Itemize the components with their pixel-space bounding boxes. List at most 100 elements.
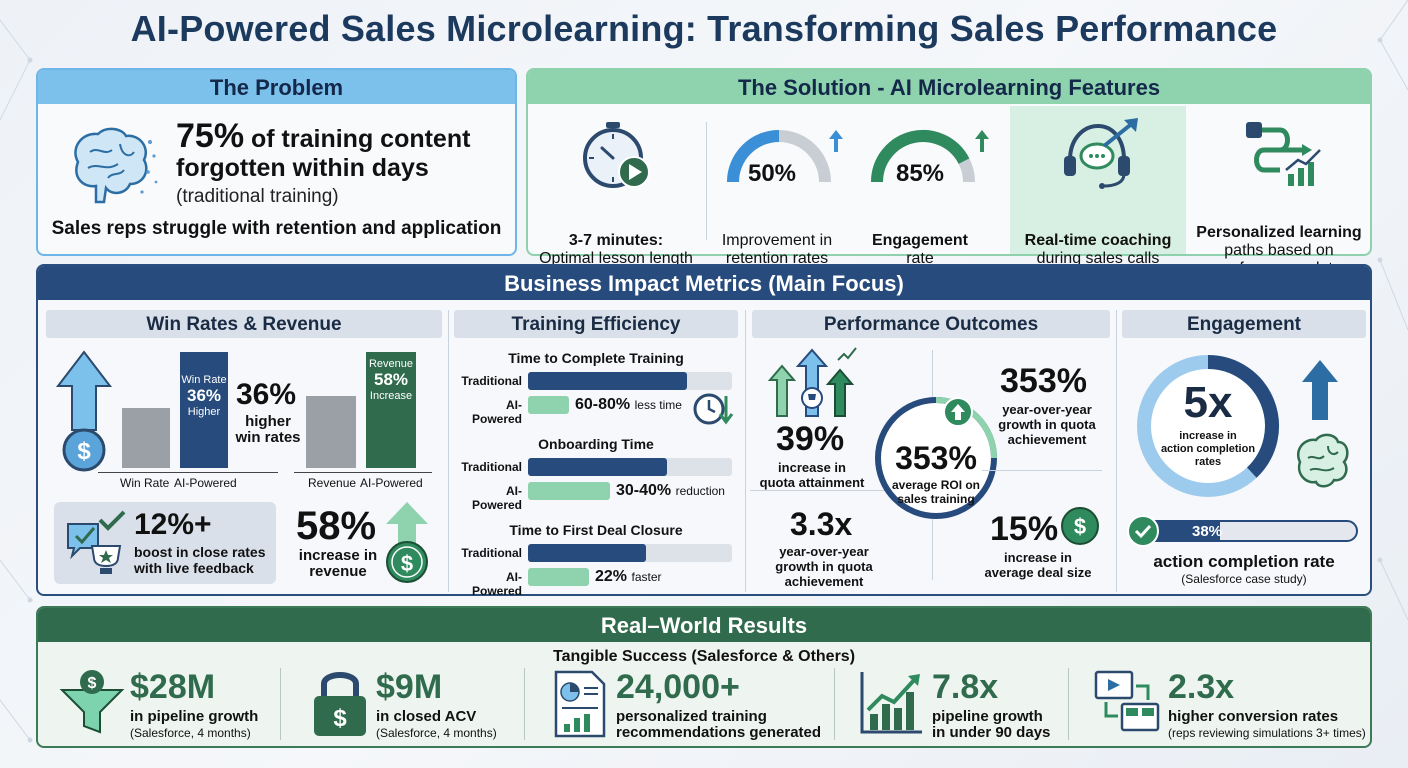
lock-dollar-icon: $: [314, 672, 366, 736]
rev-bar-label-2: AI-Powered: [360, 476, 423, 490]
growth-text-1: year-over-year: [779, 544, 869, 559]
training-group-title: Time to Complete Training: [508, 350, 684, 366]
training-traditional-bar: [528, 544, 647, 562]
training-traditional-label: Traditional: [461, 546, 522, 560]
training-group-title: Onboarding Time: [538, 436, 654, 452]
problem-header: The Problem: [38, 70, 515, 104]
brain-icon: [74, 127, 158, 204]
up-arrow-icon: [829, 130, 843, 152]
real-item-line1: in closed ACV: [376, 708, 477, 725]
feature-coaching: Real-time coaching during sales calls: [1010, 106, 1186, 267]
win-ai-tag-1: Win Rate: [181, 374, 227, 386]
engagement-label-1: Engagement: [871, 232, 968, 249]
brain-up-arrow-icon: [1297, 360, 1349, 488]
completion-label: action completion rate: [1153, 552, 1335, 571]
growth-text-2: growth in quota: [775, 559, 873, 574]
svg-text:$: $: [77, 438, 91, 465]
lesson-length-bold: 3-7 minutes:: [568, 232, 664, 249]
rev-ai-tag-3: Increase: [369, 390, 413, 402]
training-ai-bar: [528, 396, 569, 414]
win-rate-traditional-bar: [122, 408, 170, 468]
real-item-value: 2.3x: [1168, 668, 1235, 706]
check-icon: [1127, 515, 1159, 547]
real-item-value: 24,000+: [616, 668, 740, 706]
yoy-text-1: year-over-year: [1002, 402, 1092, 417]
training-ai-unit: less time: [634, 398, 682, 412]
retention-label-2: retention rates: [725, 250, 829, 267]
lesson-length-label: 3-7 minutes: Optimal lesson length: [528, 232, 704, 268]
problem-note: (traditional training): [176, 186, 339, 207]
engagement-value: 85%: [895, 160, 945, 187]
rev-ai-tag-1: Revenue: [368, 358, 414, 370]
report-document-icon: [554, 670, 606, 738]
win-value: 36%: [236, 378, 297, 411]
win-text-2: win rates: [235, 429, 301, 446]
svg-text:$: $: [333, 705, 347, 732]
ring-text-2: action completion: [1160, 443, 1256, 455]
headset-coaching-icon: [1064, 118, 1138, 189]
retention-gauge: [727, 130, 831, 183]
growth-text-3: achievement: [784, 574, 864, 589]
training-ai-label: AI-Powered: [471, 484, 522, 512]
growth-value: 3.3x: [790, 506, 853, 542]
retention-value: 50%: [747, 160, 797, 187]
real-item-line1: personalized training: [616, 708, 767, 725]
coaching-label-1: Real-time coaching: [1024, 232, 1172, 249]
coaching-label-2: during sales calls: [1036, 250, 1160, 267]
quota-text-2: quota attainment: [759, 475, 865, 490]
feature-lesson-length: [528, 106, 704, 254]
feature-retention: 50% Improvement in retention rates: [710, 106, 844, 267]
impact-panel: Business Impact Metrics (Main Focus) Win…: [36, 264, 1372, 598]
win-rate-ai-bar: Win Rate 36% Higher: [180, 352, 228, 468]
revenue-traditional-bar: [306, 396, 356, 468]
training-traditional-track: [528, 372, 732, 390]
roi-ring: [875, 397, 997, 519]
clock-down-arrow-icon: [693, 393, 734, 425]
stopwatch-play-icon: [583, 122, 650, 188]
real-item-line2: in under 90 days: [932, 724, 1051, 741]
win-bar-label-1: Win Rate: [120, 476, 170, 490]
svg-text:$: $: [1074, 514, 1086, 539]
impact-header: Business Impact Metrics (Main Focus): [38, 266, 1370, 300]
problem-headline: 75% of training content forgotten within…: [176, 119, 516, 183]
real-item-line2: (Salesforce, 4 months): [376, 726, 497, 740]
completion-bar-track: [1134, 520, 1358, 542]
performance-outcomes-header: Performance Outcomes: [752, 310, 1110, 338]
training-ai-label: AI-Powered: [471, 398, 522, 426]
training-group-title: Time to First Deal Closure: [509, 522, 683, 538]
training-efficiency-header: Training Efficiency: [454, 310, 738, 338]
up-arrow-dollar-icon: $: [55, 350, 113, 472]
training-ai-value: 30-40%: [616, 482, 672, 499]
training-traditional-track: [528, 458, 732, 476]
yoy-text-2: growth in quota: [998, 417, 1096, 432]
win-ai-tag-2: 36%: [186, 386, 222, 405]
growth-chart-icon: [860, 672, 922, 734]
real-item-line1: pipeline growth: [932, 708, 1043, 725]
dollar-coin-icon: $: [1061, 507, 1099, 545]
revenue-text-2: revenue: [309, 563, 367, 580]
paths-label-1: Personalized learning: [1196, 224, 1362, 241]
problem-footer: Sales reps struggle with retention and a…: [51, 218, 502, 239]
training-traditional-bar: [528, 372, 688, 390]
deal-text-1: increase in: [1004, 550, 1072, 565]
training-ai-unit: reduction: [675, 484, 725, 498]
engagement-ring: [1137, 355, 1279, 497]
real-world-panel: Real–World Results Tangible Success (Sal…: [36, 606, 1372, 748]
win-text-1: higher: [245, 413, 291, 430]
funnel-dollar-icon: $: [59, 670, 125, 734]
roi-text-2: sales training: [897, 492, 975, 506]
close-text-2: with live feedback: [134, 560, 254, 576]
training-traditional-track: [528, 544, 732, 562]
training-traditional-label: Traditional: [461, 460, 522, 474]
paths-label-2: paths based on: [1224, 242, 1334, 259]
problem-panel: The Problem 75% of training content forg…: [36, 68, 517, 256]
training-traditional-label: Traditional: [461, 374, 522, 388]
roi-text-1: average ROI on: [891, 478, 981, 492]
problem-percent: 75%: [176, 117, 245, 155]
real-item-value: 7.8x: [932, 668, 999, 706]
ring-text-3: rates: [1194, 456, 1222, 468]
yoy-value: 353%: [1000, 362, 1087, 400]
real-item-line1: higher conversion rates: [1168, 708, 1339, 725]
path-chart-icon: [1246, 122, 1321, 186]
svg-text:$: $: [88, 675, 97, 692]
